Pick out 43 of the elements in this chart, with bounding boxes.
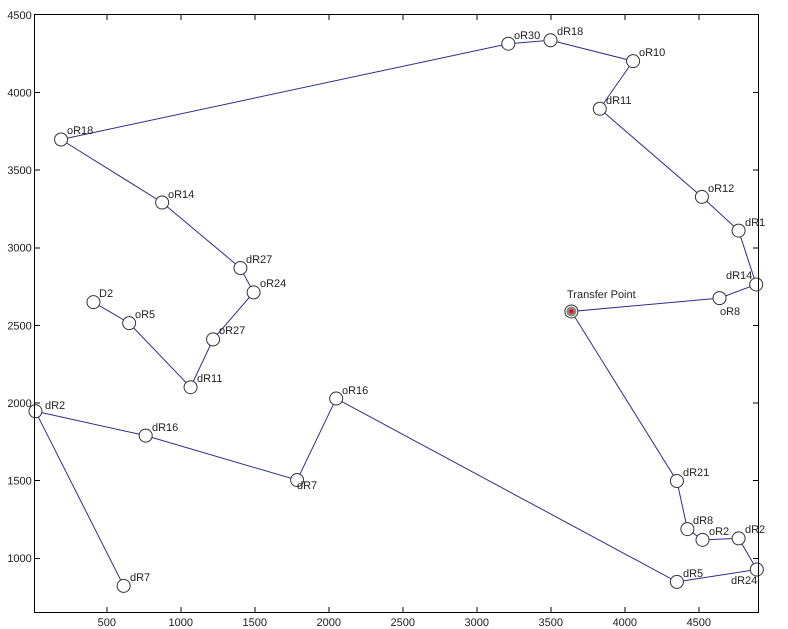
x-tick-label: 4000 [612, 617, 638, 629]
annotation: dR7 [130, 572, 150, 584]
y-tick-label: 1000 [7, 553, 32, 566]
annotation: D2 [99, 288, 114, 300]
y-tick-label: 4000 [7, 87, 32, 100]
annotation: dR7 [297, 480, 318, 492]
annotation: dR18 [557, 26, 584, 38]
annotation: oR24 [260, 278, 286, 290]
annotation: oR8 [720, 306, 740, 318]
x-tick-label: 3500 [538, 617, 564, 629]
y-tick-label: 3500 [7, 165, 32, 178]
annotation: dR5 [683, 568, 704, 580]
y-tick-label: 2500 [7, 320, 32, 332]
annotation: oR12 [708, 183, 734, 195]
x-tick-label: 1500 [242, 617, 268, 629]
annotation: oR16 [342, 385, 368, 397]
y-tick-label: 2000 [7, 398, 32, 410]
y-tick-label: 4500 [7, 10, 32, 22]
annotation: Transfer Point [567, 289, 636, 301]
annotation: oR14 [168, 189, 194, 201]
annotation: oR10 [639, 47, 666, 59]
y-tick-label: 1500 [7, 476, 32, 488]
annotation: oR2 [709, 526, 730, 538]
x-tick-label: 500 [98, 617, 116, 629]
annotation: dR2 [45, 400, 66, 412]
annotation: dR24 [731, 575, 758, 587]
annotation: oR18 [67, 125, 94, 137]
annotation: dR11 [606, 95, 632, 107]
annotation: oR27 [219, 325, 246, 337]
annotation: dR21 [683, 467, 710, 479]
x-tick-label: 4500 [686, 617, 712, 629]
y-tick-label: 3000 [7, 242, 32, 255]
x-tick-label: 2000 [316, 617, 342, 629]
x-tick-label: 1000 [168, 617, 194, 629]
annotation: dR11 [197, 373, 222, 385]
x-tick-label: 2500 [390, 617, 416, 629]
x-tick-label: 3000 [464, 617, 490, 629]
annotation: oR5 [135, 309, 156, 321]
annotation: oR30 [514, 30, 540, 42]
annotation: dR27 [246, 254, 272, 266]
annotation: dR14 [726, 270, 752, 282]
annotation: dR16 [152, 422, 178, 434]
annotation: dR8 [693, 515, 714, 527]
